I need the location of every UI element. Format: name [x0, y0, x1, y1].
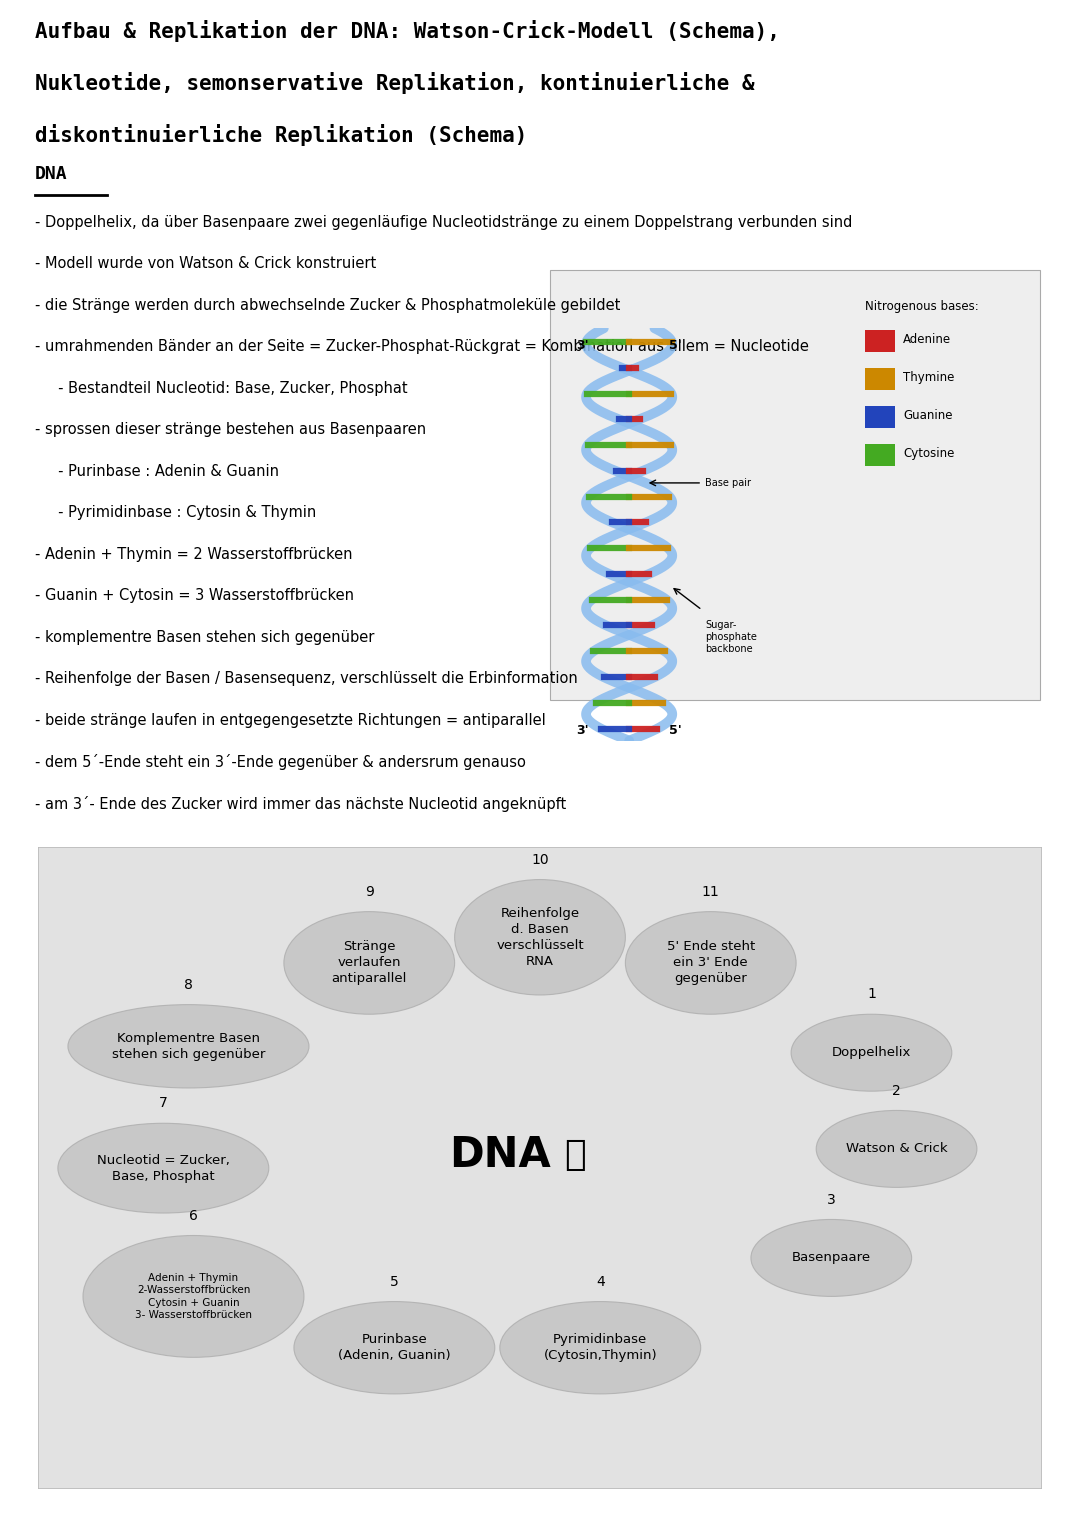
Text: Watson & Crick: Watson & Crick [846, 1142, 947, 1156]
Ellipse shape [625, 912, 796, 1014]
Ellipse shape [68, 1005, 309, 1087]
Text: 7: 7 [159, 1096, 167, 1110]
Text: Adenin + Thymin
2-Wasserstoffbrücken
Cytosin + Guanin
3- Wasserstoffbrücken: Adenin + Thymin 2-Wasserstoffbrücken Cyt… [135, 1274, 252, 1319]
Text: Nucleotid = Zucker,
Base, Phosphat: Nucleotid = Zucker, Base, Phosphat [97, 1154, 230, 1182]
Text: 6: 6 [189, 1209, 198, 1223]
Text: Doppelhelix: Doppelhelix [832, 1046, 912, 1060]
Ellipse shape [791, 1014, 951, 1092]
Ellipse shape [751, 1220, 912, 1296]
Text: - beide stränge laufen in entgegengesetzte Richtungen = antiparallel: - beide stränge laufen in entgegengesetz… [35, 713, 545, 728]
Text: Komplementre Basen
stehen sich gegenüber: Komplementre Basen stehen sich gegenüber [111, 1032, 266, 1061]
Ellipse shape [455, 880, 625, 996]
Text: - sprossen dieser stränge bestehen aus Basenpaaren: - sprossen dieser stränge bestehen aus B… [35, 423, 427, 437]
Ellipse shape [500, 1301, 701, 1394]
Text: Purinbase
(Adenin, Guanin): Purinbase (Adenin, Guanin) [338, 1333, 450, 1362]
Text: - Modell wurde von Watson & Crick konstruiert: - Modell wurde von Watson & Crick konstr… [35, 257, 376, 272]
Text: - dem 5´-Ende steht ein 3´-Ende gegenüber & andersrum genauso: - dem 5´-Ende steht ein 3´-Ende gegenübe… [35, 754, 526, 770]
Text: - Doppelhelix, da über Basenpaare zwei gegenläufige Nucleotidstränge zu einem Do: - Doppelhelix, da über Basenpaare zwei g… [35, 215, 852, 231]
Text: Guanine: Guanine [903, 409, 953, 423]
Text: - Pyrimidinbase : Cytosin & Thymin: - Pyrimidinbase : Cytosin & Thymin [35, 505, 316, 521]
Text: 1: 1 [867, 988, 876, 1002]
FancyBboxPatch shape [550, 270, 1040, 699]
Text: Base pair: Base pair [705, 478, 752, 489]
Ellipse shape [83, 1235, 303, 1358]
FancyBboxPatch shape [38, 847, 1042, 1489]
Text: - Purinbase : Adenin & Guanin: - Purinbase : Adenin & Guanin [35, 464, 279, 479]
Ellipse shape [284, 912, 455, 1014]
Text: DNA: DNA [449, 1135, 551, 1176]
Text: 10: 10 [531, 852, 549, 867]
Text: Thymine: Thymine [903, 371, 955, 385]
Ellipse shape [294, 1301, 495, 1394]
Text: - am 3´- Ende des Zucker wird immer das nächste Nucleotid angeknüpft: - am 3´- Ende des Zucker wird immer das … [35, 796, 566, 811]
Text: - umrahmenden Bänder an der Seite = Zucker-Phosphat-Rückgrat = Kombination aus a: - umrahmenden Bänder an der Seite = Zuck… [35, 339, 809, 354]
Text: 4: 4 [596, 1275, 605, 1289]
Text: diskontinuierliche Replikation (Schema): diskontinuierliche Replikation (Schema) [35, 124, 527, 147]
Text: 3': 3' [577, 339, 589, 353]
Text: 3': 3' [577, 724, 589, 738]
FancyBboxPatch shape [865, 330, 895, 351]
Text: 2: 2 [892, 1084, 901, 1098]
Text: Pyrimidinbase
(Cytosin,Thymin): Pyrimidinbase (Cytosin,Thymin) [543, 1333, 657, 1362]
FancyBboxPatch shape [865, 444, 895, 466]
Text: Adenine: Adenine [903, 333, 951, 347]
Text: Stränge
verlaufen
antiparallel: Stränge verlaufen antiparallel [332, 941, 407, 985]
Text: - Adenin + Thymin = 2 Wasserstoffbrücken: - Adenin + Thymin = 2 Wasserstoffbrücken [35, 547, 352, 562]
Text: DNA: DNA [35, 165, 68, 183]
Text: Aufbau & Replikation der DNA: Watson-Crick-Modell (Schema),: Aufbau & Replikation der DNA: Watson-Cri… [35, 20, 780, 41]
Text: Nukleotide, semonservative Replikation, kontinuierliche &: Nukleotide, semonservative Replikation, … [35, 72, 755, 95]
Text: 9: 9 [365, 884, 374, 899]
Text: - komplementre Basen stehen sich gegenüber: - komplementre Basen stehen sich gegenüb… [35, 629, 375, 644]
Text: Basenpaare: Basenpaare [792, 1252, 870, 1264]
Text: 5' Ende steht
ein 3' Ende
gegenüber: 5' Ende steht ein 3' Ende gegenüber [666, 941, 755, 985]
Text: - Guanin + Cytosin = 3 Wasserstoffbrücken: - Guanin + Cytosin = 3 Wasserstoffbrücke… [35, 588, 354, 603]
Text: 🧬: 🧬 [565, 1138, 586, 1173]
Text: 5: 5 [390, 1275, 399, 1289]
Text: - Reihenfolge der Basen / Basensequenz, verschlüsselt die Erbinformation: - Reihenfolge der Basen / Basensequenz, … [35, 672, 578, 686]
FancyBboxPatch shape [865, 406, 895, 428]
Text: 5': 5' [670, 339, 681, 353]
Text: Cytosine: Cytosine [903, 447, 955, 460]
Ellipse shape [58, 1124, 269, 1212]
Text: Nitrogenous bases:: Nitrogenous bases: [865, 299, 978, 313]
Text: 3: 3 [827, 1193, 836, 1206]
FancyBboxPatch shape [865, 368, 895, 389]
Text: - Bestandteil Nucleotid: Base, Zucker, Phosphat: - Bestandteil Nucleotid: Base, Zucker, P… [35, 380, 407, 395]
Text: - die Stränge werden durch abwechselnde Zucker & Phosphatmoleküle gebildet: - die Stränge werden durch abwechselnde … [35, 298, 620, 313]
Text: 8: 8 [184, 977, 193, 993]
Ellipse shape [816, 1110, 977, 1188]
Text: 11: 11 [702, 884, 719, 899]
Text: 5': 5' [670, 724, 681, 738]
Text: Sugar-
phosphate
backbone: Sugar- phosphate backbone [705, 620, 757, 654]
Text: Reihenfolge
d. Basen
verschlüsselt
RNA: Reihenfolge d. Basen verschlüsselt RNA [496, 907, 584, 968]
